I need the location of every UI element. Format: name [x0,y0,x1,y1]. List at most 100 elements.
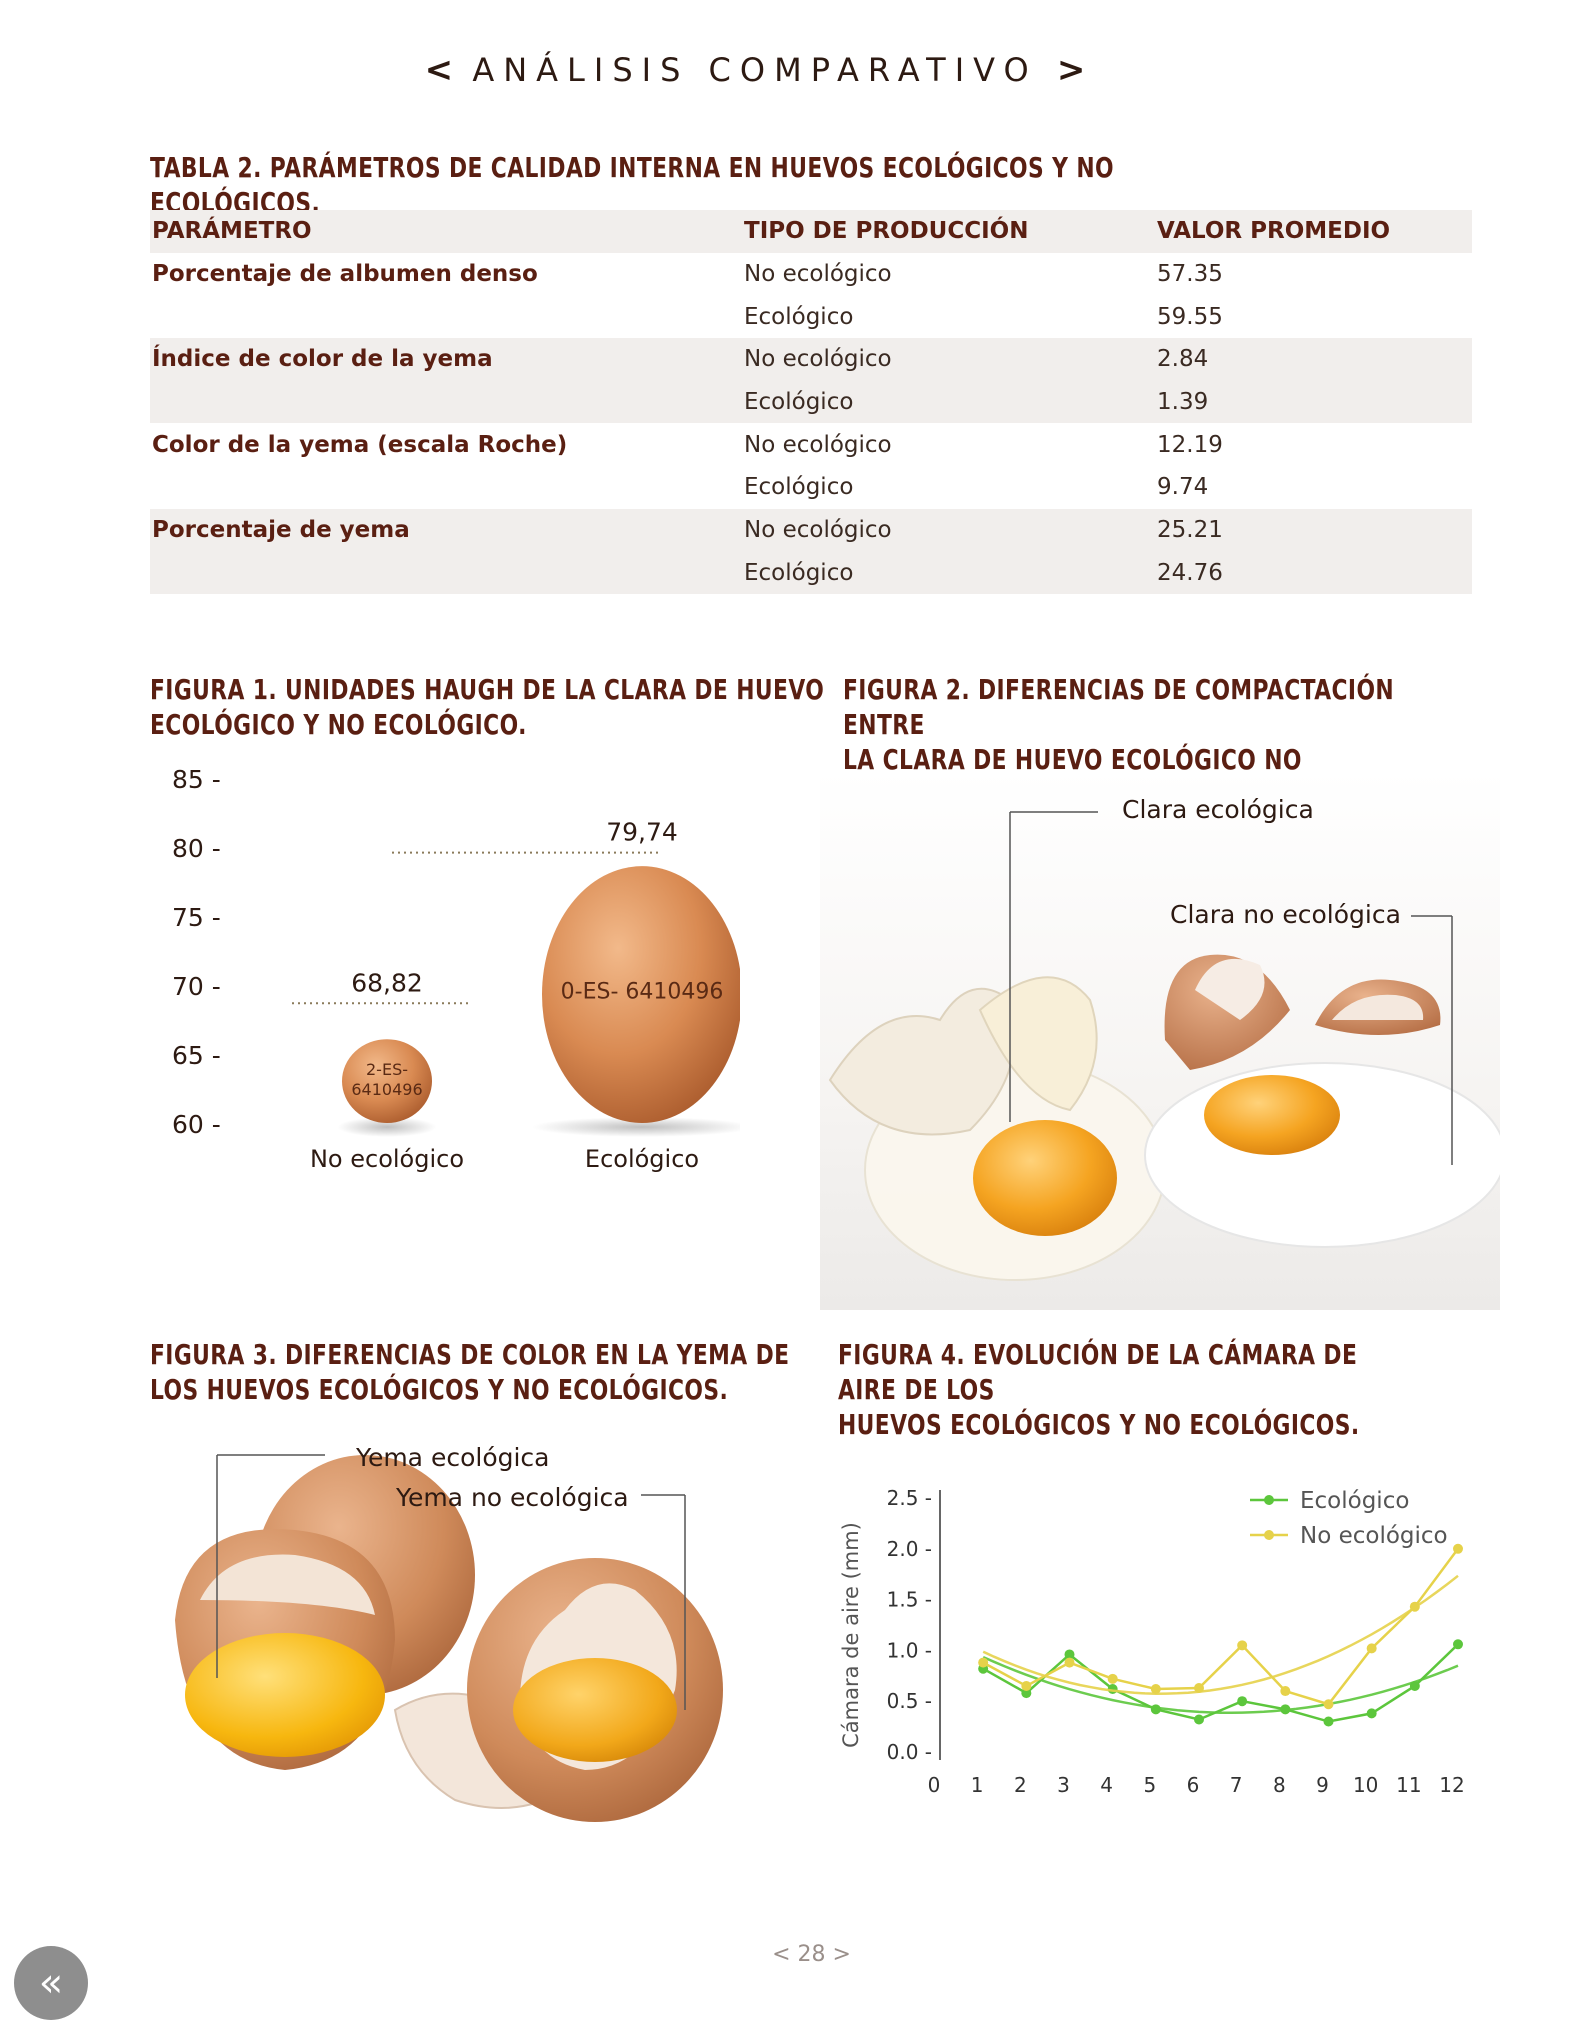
fig4-title-line2: HUEVOS ECOLÓGICOS Y NO ECOLÓGICOS. [838,1408,1360,1441]
y-tick-label: 0.5 - [887,1689,932,1713]
table-row: Ecológico 24.76 [150,551,1472,595]
legend-label: No ecológico [1300,1523,1448,1549]
x-tick-label: 4 [1100,1773,1113,1797]
data-point [1323,1699,1334,1710]
table-header-cell: VALOR PROMEDIO [1155,210,1472,253]
table-cell-param: Color de la yema (escala Roche) [152,431,568,458]
egg-bar [342,1039,432,1123]
table-row: Ecológico 59.55 [150,295,1472,338]
table-cell-param [150,551,742,595]
data-point [1194,1714,1204,1725]
page-right-chevron: > [832,1942,851,1967]
y-tick-label: 1.0 - [887,1638,932,1662]
header-left-chevron: < [424,50,454,90]
table-cell-value: 24.76 [1155,551,1472,595]
table-cell-value: 1.39 [1155,380,1472,424]
table-row: Índice de color de la yema No ecológico … [150,338,1472,381]
page-number-value: 28 [797,1942,826,1967]
page-left-chevron: < [772,1942,791,1967]
table-cell-param [150,380,742,424]
back-button[interactable]: « [14,1946,88,2020]
egg-stamp-code: 2-ES- [366,1060,408,1079]
table-row: Porcentaje de yema No ecológico 25.21 [150,508,1472,552]
double-chevron-left-icon: « [38,1960,64,2006]
table-cell-type: Ecológico [742,551,1155,595]
legend-label: Ecológico [1300,1488,1409,1514]
data-point [1150,1684,1161,1695]
header-title: ANÁLISIS COMPARATIVO [472,51,1038,89]
table-cell-type: No ecológico [742,508,1155,552]
x-tick-label: 3 [1057,1773,1070,1797]
fig4-title-line1: FIGURA 4. EVOLUCIÓN DE LA CÁMARA DE AIRE… [838,1338,1358,1406]
legend-marker [1264,1530,1274,1540]
table-row: Color de la yema (escala Roche) No ecoló… [150,423,1472,466]
fig1-title: FIGURA 1. UNIDADES HAUGH DE LA CLARA DE … [150,672,824,742]
y-tick-label: 2.0 - [887,1537,932,1561]
y-tick-label: 70 - [172,972,221,1001]
table-cell-type: Ecológico [744,303,854,330]
data-point [1366,1708,1377,1719]
data-point [1280,1686,1291,1697]
data-point [1064,1649,1075,1660]
fig3-title-line2: LOS HUEVOS ECOLÓGICOS Y NO ECOLÓGICOS. [150,1373,729,1406]
y-tick-label: 65 - [172,1041,221,1070]
data-point [1366,1643,1377,1654]
egg-yolk-photo [175,1454,723,1822]
data-point [1409,1680,1420,1691]
y-tick-label: 2.5 - [887,1486,932,1510]
fig3-title-line1: FIGURA 3. DIFERENCIAS DE COLOR EN LA YEM… [150,1338,790,1371]
data-point [978,1657,989,1668]
table-header-cell: TIPO DE PRODUCCIÓN [742,210,1155,253]
series-line [982,1643,1459,1723]
egg-shadow [337,1117,437,1137]
fig2-title-line1: FIGURA 2. DIFERENCIAS DE COMPACTACIÓN EN… [843,673,1395,741]
value-label: 68,82 [351,968,423,997]
trend-curve [982,1655,1459,1715]
table-cell-value: 2.84 [1155,338,1472,381]
table-cell-value: 59.55 [1157,303,1223,330]
data-point [1194,1682,1204,1693]
quality-table: PARÁMETRO TIPO DE PRODUCCIÓN VALOR PROME… [150,210,1472,595]
label-clara-no-ecologica: Clara no ecológica [1170,900,1401,929]
table-cell-type: No ecológico [744,261,892,288]
y-tick-label: 80 - [172,834,221,863]
fig3-title: FIGURA 3. DIFERENCIAS DE COLOR EN LA YEM… [150,1337,789,1407]
haugh-units-chart: 85 - 80 - 75 - 70 - 65 - 60 - 68,82 No ecológi… [172,765,740,1173]
fig4-title: FIGURA 4. EVOLUCIÓN DE LA CÁMARA DE AIRE… [838,1337,1421,1442]
table-cell-type: Ecológico [744,474,854,501]
table2-title: TABLA 2. PARÁMETROS DE CALIDAD INTERNA E… [150,151,1114,219]
header-right-chevron: > [1056,50,1086,90]
label-yema-ecologica: Yema ecológica [356,1443,550,1472]
table-cell-type: No ecológico [744,431,892,458]
series-line [982,1548,1460,1706]
table-cell-type: No ecológico [742,338,1155,381]
x-tick-label: 11 [1396,1773,1421,1797]
data-point [1237,1696,1248,1707]
x-tick-label: 9 [1316,1773,1329,1797]
y-tick-label: 0.0 - [887,1740,932,1764]
category-label: No ecológico [310,1145,464,1173]
table-cell-type: Ecológico [742,380,1155,424]
x-tick-label: 0 [928,1773,941,1797]
table-cell-value: 9.74 [1157,474,1209,501]
label-clara-ecologica: Clara ecológica [1122,795,1314,824]
table-cell-value: 12.19 [1157,431,1223,458]
data-point [1150,1704,1161,1715]
data-point [1453,1543,1463,1554]
data-point [1021,1680,1032,1691]
value-label: 79,74 [606,818,678,847]
legend-marker [1264,1495,1274,1505]
table-cell-value: 25.21 [1155,508,1472,552]
y-tick-label: 1.5 - [887,1588,932,1612]
x-tick-label: 12 [1439,1773,1464,1797]
table-header-row: PARÁMETRO TIPO DE PRODUCCIÓN VALOR PROME… [150,210,1472,253]
air-chamber-chart: 2.5 -2.0 -1.5 -1.0 -0.5 -0.0 -0 1 2 3 4 5 6 7 8 9… [839,1486,1465,1797]
data-point [1107,1673,1118,1684]
page-number: < 28 > [0,1942,1586,1967]
data-point [1064,1657,1075,1668]
x-tick-label: 8 [1273,1773,1286,1797]
egg-stamp-code: 6410496 [351,1080,422,1099]
data-point [1409,1601,1420,1612]
egg-shadow [532,1117,740,1137]
